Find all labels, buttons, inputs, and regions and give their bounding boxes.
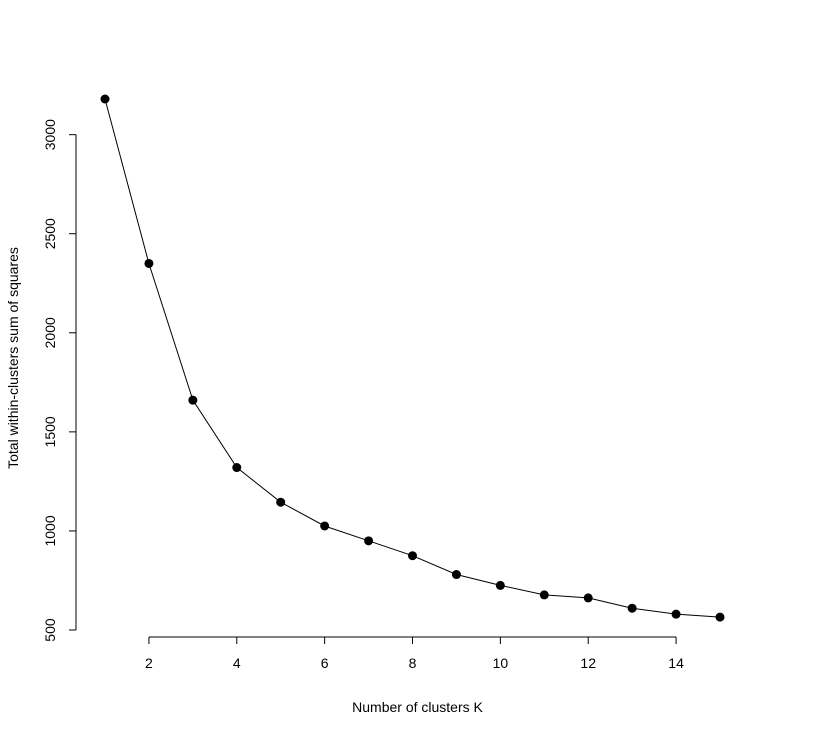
x-tick-label: 6 (321, 655, 329, 671)
y-axis-title: Total within-clusters sum of squares (5, 247, 21, 469)
data-point (232, 463, 242, 473)
data-point (364, 536, 374, 546)
x-tick-label: 8 (409, 655, 417, 671)
series-points (100, 94, 725, 622)
y-tick-label: 1500 (42, 416, 58, 447)
data-point (539, 590, 549, 600)
data-point (188, 395, 198, 405)
x-tick-label: 12 (580, 655, 596, 671)
y-tick-label: 500 (42, 618, 58, 642)
data-point (320, 521, 330, 531)
data-point (671, 609, 681, 619)
y-tick-label: 1000 (42, 515, 58, 546)
data-point (495, 580, 505, 590)
x-tick-label: 2 (145, 655, 153, 671)
data-point (583, 593, 593, 603)
data-point (276, 497, 286, 507)
x-tick-label: 10 (493, 655, 509, 671)
series-wss (100, 94, 725, 622)
data-point (627, 603, 637, 613)
y-tick-label: 2500 (42, 218, 58, 249)
y-axis: 500 1000 1500 2000 2500 3000 (42, 119, 77, 642)
x-tick-label: 4 (233, 655, 241, 671)
x-axis: 2 4 6 8 10 12 14 (145, 636, 684, 671)
series-line (104, 98, 721, 618)
data-point (451, 570, 461, 580)
x-ticks: 2 4 6 8 10 12 14 (145, 637, 684, 671)
x-axis-title: Number of clusters K (352, 699, 483, 715)
y-tick-label: 2000 (42, 317, 58, 348)
y-tick-label: 3000 (42, 119, 58, 150)
data-point (715, 612, 725, 622)
data-point (144, 258, 154, 268)
data-point (408, 551, 417, 561)
x-tick-label: 14 (668, 655, 684, 671)
data-point (100, 94, 110, 104)
y-ticks: 500 1000 1500 2000 2500 3000 (42, 119, 76, 642)
